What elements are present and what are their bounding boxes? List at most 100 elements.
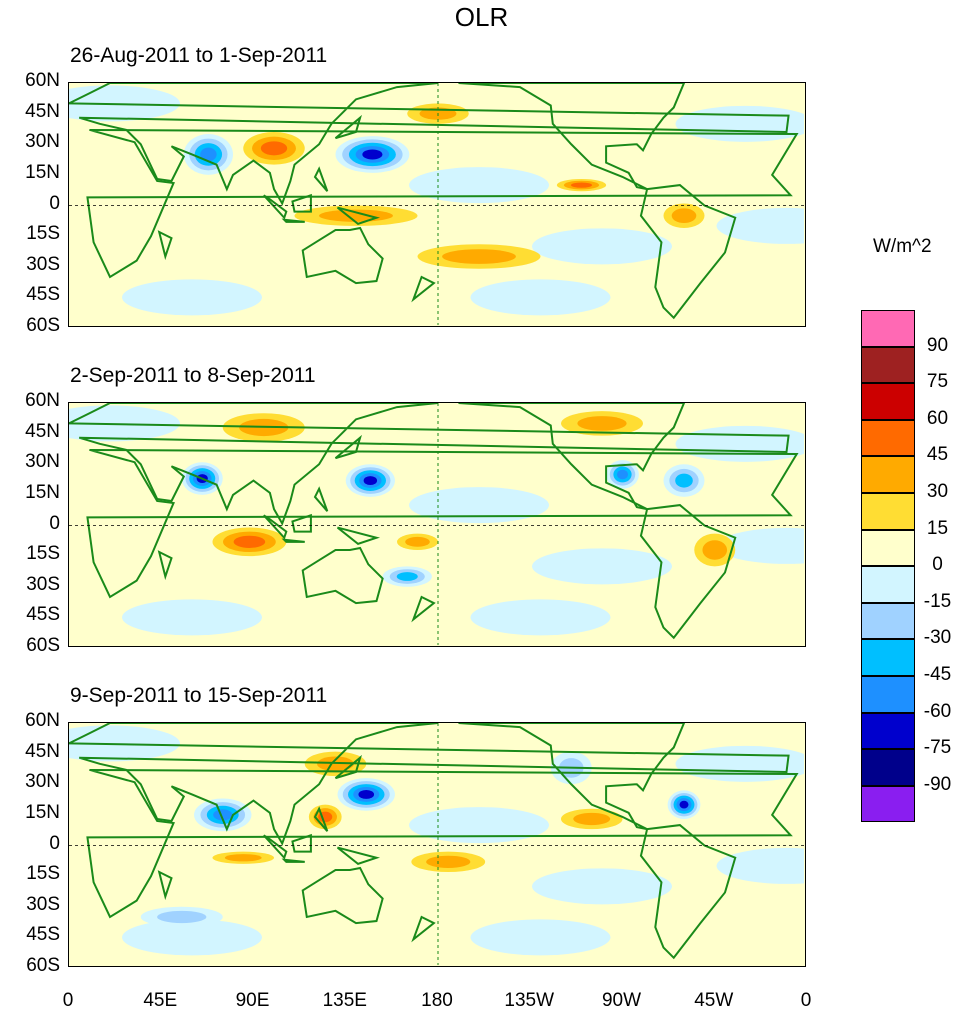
colorbar-level-label: -15 <box>923 590 952 612</box>
panel-title: 2-Sep-2011 to 8-Sep-2011 <box>70 364 316 387</box>
coastline <box>263 514 288 540</box>
coastline <box>157 550 173 581</box>
lon-tick-label: 0 <box>800 990 812 1011</box>
coastline <box>458 723 686 831</box>
colorbar-swatch <box>861 310 915 347</box>
anomaly-background-patch <box>122 599 262 636</box>
colorbar-level-label: -60 <box>923 700 952 722</box>
lat-tick-label: 30N <box>25 451 60 473</box>
anomaly-contour <box>362 149 383 160</box>
lon-tick-label: 0 <box>62 990 74 1011</box>
olr-map-panel <box>68 722 806 967</box>
lat-tick-label: 45N <box>25 740 60 762</box>
lat-tick-label: 30N <box>25 131 60 153</box>
colorbar-level-label: -90 <box>923 773 952 795</box>
anomaly-contour <box>233 535 266 548</box>
anomaly-background-patch <box>122 279 262 316</box>
anomaly-background-patch <box>409 807 549 844</box>
lat-tick-label: 60S <box>26 635 60 656</box>
lat-tick-label: 15N <box>25 161 60 183</box>
lat-tick-label: 60N <box>25 70 60 91</box>
colorbar-swatch <box>861 346 915 384</box>
anomaly-background-patch <box>122 919 262 956</box>
colorbar-swatch <box>861 785 915 823</box>
anomaly-background-patch <box>675 425 804 462</box>
coastline <box>86 128 799 279</box>
lat-tick-label: 45S <box>26 284 60 306</box>
figure-title: OLR <box>454 2 509 32</box>
lat-tick-label: 60S <box>26 315 60 336</box>
lat-tick-label: 15N <box>25 481 60 503</box>
coastline <box>291 513 312 533</box>
anomaly-contour <box>224 854 262 862</box>
coastline <box>86 448 799 599</box>
coastline <box>69 723 790 846</box>
lat-tick-label: 15S <box>26 543 60 565</box>
coastline <box>301 866 384 925</box>
colorbar-swatch <box>861 493 915 530</box>
anomaly-background-patch <box>532 548 672 585</box>
lat-tick-label: 30S <box>26 253 60 275</box>
coastline <box>411 915 436 943</box>
panel-title: 26-Aug-2011 to 1-Sep-2011 <box>70 44 328 67</box>
lat-tick-label: 0 <box>49 832 60 854</box>
colorbar-level-label: 90 <box>926 334 949 356</box>
anomaly-background-patch <box>716 847 804 884</box>
colorbar-swatch <box>861 529 915 567</box>
coastline <box>86 768 799 919</box>
coastline <box>313 486 329 512</box>
lat-tick-label: 15S <box>26 223 60 245</box>
coastline <box>69 83 790 206</box>
lat-tick-label: 0 <box>49 192 60 214</box>
anomaly-background-patch <box>470 599 611 636</box>
anomaly-contour <box>577 416 627 431</box>
anomaly-contour <box>617 469 628 480</box>
lon-tick-label: 180 <box>421 990 453 1011</box>
coastline <box>334 434 362 460</box>
coastline <box>458 403 686 511</box>
anomaly-background-patch <box>675 745 804 782</box>
anomaly-contour <box>671 208 697 224</box>
anomaly-background-patch <box>409 167 549 204</box>
anomaly-background-patch <box>716 527 804 564</box>
lat-tick-label: 30S <box>26 573 60 595</box>
lat-tick-label: 60N <box>25 710 60 731</box>
coastline <box>263 834 288 860</box>
coastline <box>639 184 737 320</box>
anomaly-background-patch <box>716 207 804 244</box>
coastline <box>313 166 329 192</box>
lon-tick-label: 90W <box>601 990 642 1011</box>
colorbar-swatch <box>861 383 915 420</box>
lat-tick-label: 30S <box>26 893 60 915</box>
colorbar-swatch <box>861 712 915 750</box>
lon-tick-label: 90E <box>235 990 270 1011</box>
coastline <box>157 870 173 901</box>
coastline <box>458 83 686 191</box>
lat-tick-label: 60S <box>26 955 60 976</box>
lat-tick-label: 30N <box>25 771 60 793</box>
coastline <box>336 206 381 225</box>
olr-map-panel <box>68 82 806 327</box>
anomaly-contour <box>157 910 207 924</box>
anomaly-background-patch <box>245 238 385 275</box>
colorbar-units: W/m^2 <box>873 236 932 257</box>
anomaly-contour <box>679 800 689 809</box>
coastline <box>639 824 737 960</box>
anomaly-contour <box>358 790 375 799</box>
coastline <box>639 504 737 640</box>
coastline <box>334 754 362 780</box>
coastline <box>301 546 384 605</box>
anomaly-contour <box>200 147 217 162</box>
lat-tick-label: 45N <box>25 100 60 122</box>
lon-tick-label: 135W <box>504 990 555 1011</box>
anomaly-background-patch <box>245 878 385 915</box>
lat-tick-label: 15S <box>26 863 60 885</box>
colorbar-level-label: 30 <box>926 481 949 502</box>
coastline <box>336 846 381 865</box>
anomaly-contour <box>426 855 471 868</box>
lon-tick-label: 45W <box>694 990 734 1011</box>
colorbar-level-label: 45 <box>926 444 949 466</box>
colorbar-level-label: 60 <box>926 407 949 429</box>
anomaly-background-patch <box>675 105 804 142</box>
lat-tick-label: 0 <box>49 512 60 534</box>
